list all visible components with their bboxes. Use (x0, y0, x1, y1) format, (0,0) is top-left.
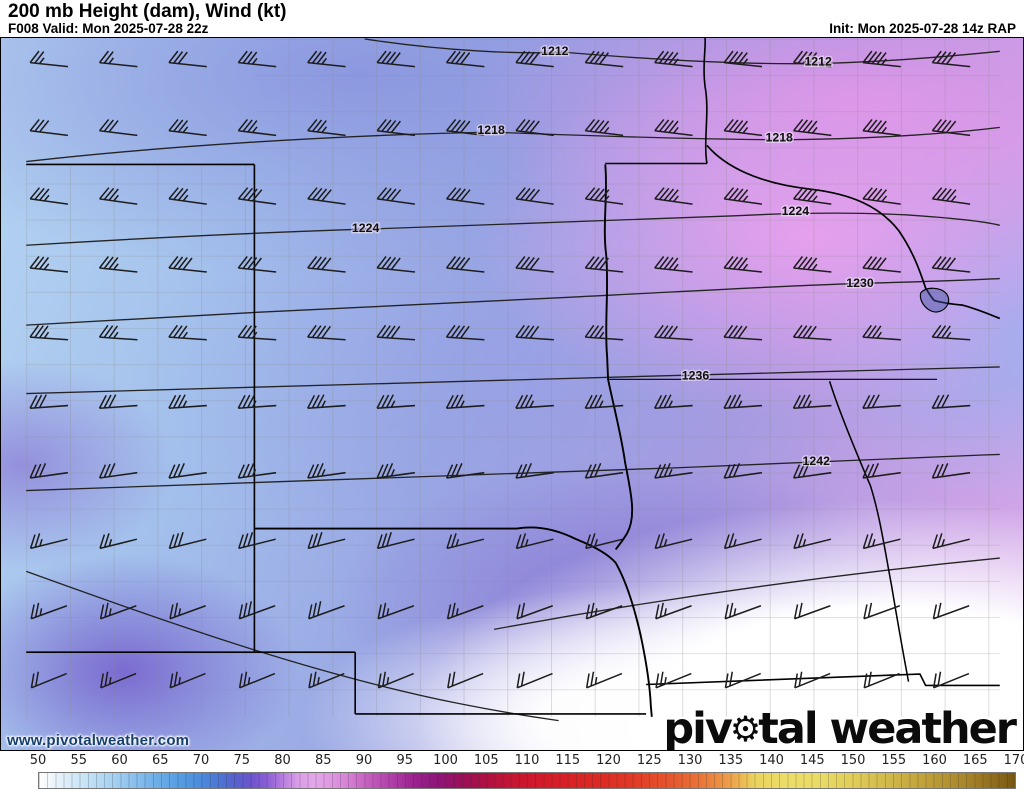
colorbar-tick-label: 170 (1003, 753, 1024, 768)
colorbar-tick-label: 165 (962, 753, 988, 768)
wind-barb (98, 117, 140, 137)
contour-label: 1212 (804, 55, 832, 69)
watermark-url: www.pivotalweather.com (7, 732, 190, 749)
colorbar-tick-label: 55 (70, 753, 88, 768)
wind-barb (98, 49, 140, 68)
colorbar-tick-label: 85 (314, 753, 332, 768)
wind-barb (29, 117, 71, 137)
colorbar-tick-label: 135 (718, 753, 744, 768)
colorbar-tick-label: 65 (151, 753, 169, 768)
logo-text-piv: piv (663, 704, 733, 751)
colorbar-tick-label: 160 (922, 753, 947, 768)
forecast-valid-time: F008 Valid: Mon 2025-07-28 22z (8, 21, 209, 36)
colorbar-tick-label: 80 (274, 753, 291, 768)
colorbar-tick-label: 95 (396, 753, 414, 768)
logo-text-tal-weather: tal weather (758, 704, 1017, 751)
colorbar-ticks: 50 55 60 65 70 75 80 85 90 95 100 105 110 115 120 125 13… (30, 753, 1024, 770)
colorbar-tick-label: 150 (840, 753, 866, 768)
colorbar-tick-label: 60 (111, 753, 128, 768)
colorbar-tick-label: 110 (514, 753, 540, 768)
contour-label: 1212 (541, 44, 569, 58)
gear-icon: ⚙ (729, 710, 761, 750)
colorbar-tick-label: 120 (596, 753, 621, 768)
model-init-time: Init: Mon 2025-07-28 14z RAP (829, 21, 1016, 36)
contour-label-layer: 1212 1212 1218 1218 1224 1224 1230 1236 1242 (350, 43, 875, 470)
colorbar-tick-label: 70 (192, 753, 210, 768)
colorbar-segment-lines (39, 773, 1015, 788)
pivotal-weather-logo: piv⚙tal weather (663, 704, 1017, 751)
wind-barb (168, 117, 209, 137)
map-overlay-svg: 1212 1212 1218 1218 1224 1224 1230 1236 1242 (25, 38, 1001, 722)
wind-barb (168, 49, 209, 68)
colorbar-tick-label: 145 (799, 753, 825, 768)
colorbar-tick-label: 140 (759, 753, 784, 768)
colorbar-tick-label: 50 (29, 753, 47, 768)
contour-label: 1242 (803, 454, 831, 468)
state-borders (26, 38, 1000, 715)
colorbar-tick-label: 90 (355, 753, 373, 768)
colorbar-tick-label: 100 (433, 753, 458, 768)
contour-label: 1236 (682, 368, 710, 382)
contour-label: 1224 (352, 221, 380, 235)
colorbar-tick-label: 125 (636, 753, 662, 768)
colorbar-tick-label: 130 (677, 753, 703, 768)
header: 200 mb Height (dam), Wind (kt) F008 Vali… (0, 0, 1024, 37)
wind-barb (29, 49, 71, 68)
contour-label: 1218 (477, 123, 505, 137)
major-rivers (254, 144, 1001, 717)
colorbar: 50 55 60 65 70 75 80 85 90 95 100 105 110 115 120 125 13… (0, 751, 1024, 791)
page-title: 200 mb Height (dam), Wind (kt) (8, 1, 287, 22)
lake-feature (919, 287, 950, 313)
county-boundaries (26, 38, 1000, 717)
colorbar-tick-label: 75 (233, 753, 251, 768)
contour-label: 1218 (765, 131, 793, 145)
contour-label: 1230 (846, 276, 874, 290)
colorbar-gradient (38, 772, 1016, 789)
colorbar-tick-label: 105 (473, 753, 499, 768)
colorbar-tick-label: 115 (555, 753, 581, 768)
contour-label: 1224 (782, 204, 810, 218)
colorbar-tick-label: 155 (881, 753, 907, 768)
map-canvas: 1212 1212 1218 1218 1224 1224 1230 1236 1242 www… (0, 37, 1024, 751)
